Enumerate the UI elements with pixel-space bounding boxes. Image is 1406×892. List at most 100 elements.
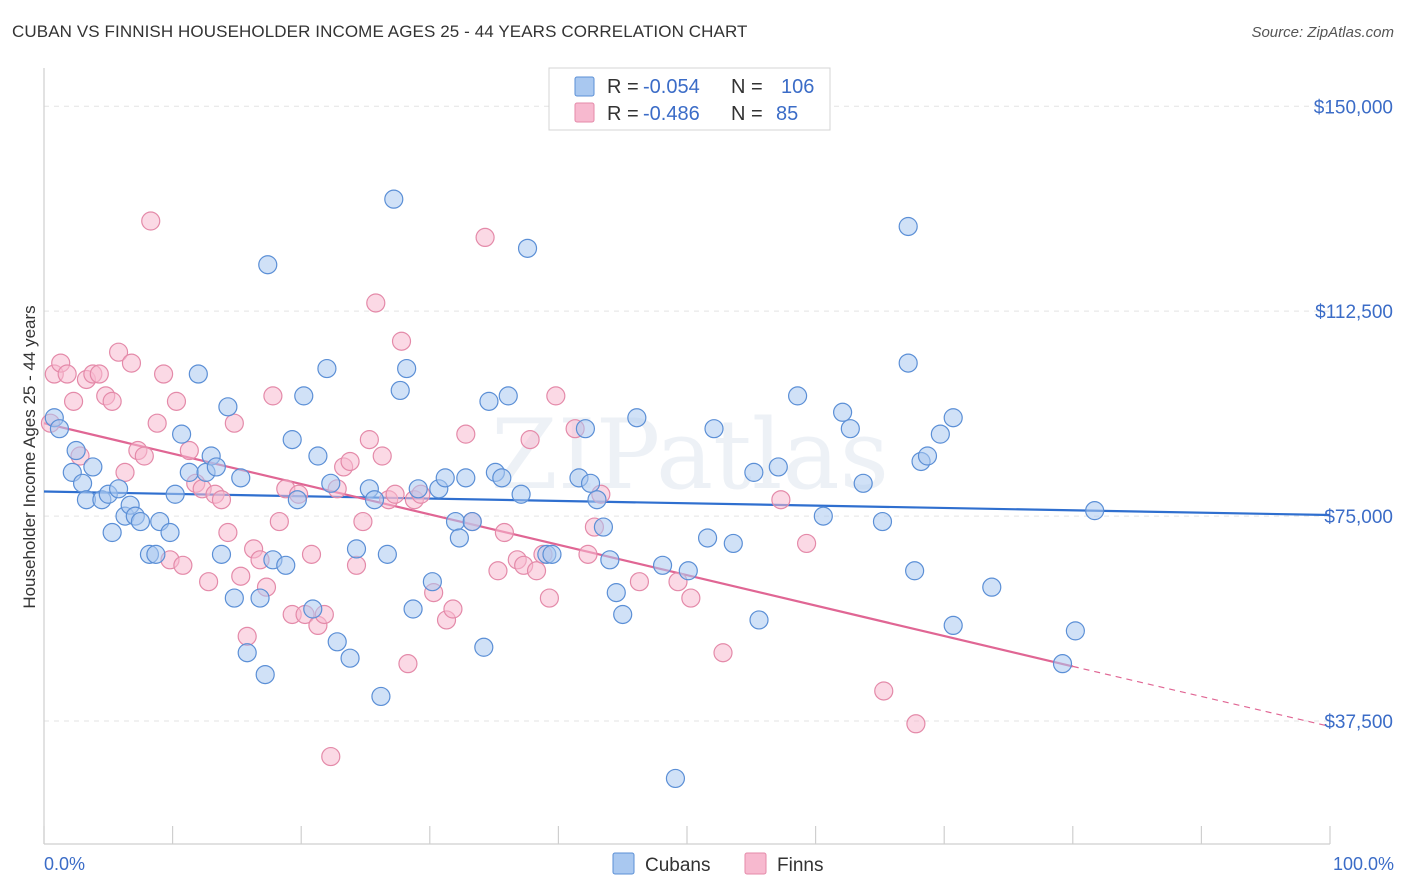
legend-r-label-finns: R = (607, 103, 639, 125)
cubans-point (83, 457, 103, 477)
cubans-point (66, 440, 86, 461)
cubans-point (449, 528, 469, 548)
finns-point (147, 413, 167, 433)
cubans-point (853, 473, 873, 493)
cubans-point (258, 255, 278, 275)
cubans-point (492, 468, 512, 488)
cubans-point (872, 511, 893, 532)
cubans-point (930, 424, 950, 444)
finns-point (526, 561, 547, 581)
finns-point (874, 681, 894, 701)
cubans-point (250, 588, 270, 608)
cubans-point (371, 686, 391, 707)
finns-point (89, 364, 109, 384)
cubans-point (898, 216, 918, 237)
cubans-point (498, 386, 518, 406)
finns-point (681, 588, 701, 608)
cubans-point (613, 604, 633, 625)
cubans-point (308, 446, 328, 466)
finns-point (906, 714, 926, 734)
cubans-point (146, 544, 166, 564)
x-tick-label-min: 0.0% (44, 854, 85, 874)
legend-n-label-cubans: N = (731, 76, 763, 98)
y-tick-label: $75,000 (1324, 507, 1393, 528)
finns-point (321, 746, 341, 767)
cubans-point (898, 353, 918, 373)
finns-point (224, 413, 244, 433)
finns-point (494, 522, 514, 543)
finns-point (346, 555, 367, 575)
bottom-legend-swatch-cubans (612, 852, 635, 875)
finns-point (63, 391, 84, 411)
cubans-point (787, 386, 808, 406)
cubans-point (340, 648, 360, 668)
finns-point (771, 490, 791, 510)
cubans-point (456, 468, 476, 488)
legend-swatch-cubans (574, 76, 595, 97)
y-tick-label: $37,500 (1324, 712, 1393, 733)
y-tick-labels: $37,500 $75,000 $112,500 $150,000 (1314, 97, 1393, 733)
finns-point (366, 293, 386, 313)
legend-r-value-finns: -0.486 (643, 103, 700, 125)
bottom-legend: Cubans Finns (612, 852, 823, 876)
cubans-point (1085, 501, 1105, 521)
finns-point (520, 430, 540, 450)
cubans-point (704, 419, 724, 439)
cubans-point (218, 397, 238, 417)
finns-point (237, 626, 257, 646)
cubans-point (327, 632, 347, 652)
cubans-point (130, 511, 151, 532)
cubans-point (390, 380, 410, 401)
finns-point (398, 654, 418, 674)
finns-point (173, 555, 193, 575)
cubans-point (445, 511, 466, 532)
finns-point (796, 533, 817, 554)
bottom-legend-swatch-finns (744, 852, 767, 875)
cubans-point (435, 468, 455, 488)
cubans-point (321, 473, 341, 493)
cubans-point (397, 358, 417, 379)
legend-n-value-cubans: 106 (781, 76, 814, 98)
cubans-point (665, 768, 686, 789)
finns-point (269, 511, 289, 532)
cubans-point (813, 506, 833, 526)
y-axis-label: Householder Income Ages 25 - 44 years (20, 305, 39, 608)
cubans-point (384, 189, 404, 209)
finns-point (263, 386, 283, 406)
finns-point (372, 446, 392, 466)
finns-point (115, 462, 135, 482)
cubans-point (511, 484, 531, 504)
cubans-point (917, 446, 938, 466)
cubans-point (678, 561, 698, 581)
legend-r-value-cubans: -0.054 (643, 76, 700, 98)
cubans-point (282, 430, 302, 450)
cubans-point (206, 457, 226, 477)
legend-box (548, 67, 831, 131)
finns-point (211, 490, 232, 510)
cubans-point (294, 386, 314, 406)
finns-point (385, 484, 405, 504)
cubans-point (1065, 621, 1085, 641)
cubans-point (982, 577, 1002, 597)
cubans-point (188, 364, 208, 384)
cubans-point (317, 358, 337, 379)
cubans-point (172, 424, 192, 444)
cubans-point (364, 490, 385, 510)
cubans-point (575, 419, 596, 439)
finns-point (231, 566, 251, 586)
finns-point (340, 451, 360, 472)
cubans-point (542, 544, 562, 564)
y-tick-label: $112,500 (1315, 302, 1393, 323)
cubans-point (905, 561, 925, 581)
finns-point (546, 386, 566, 406)
cubans-point (377, 544, 397, 564)
x-tick-marks (43, 826, 1331, 844)
cubans-point (600, 550, 620, 570)
legend-swatch-finns (574, 102, 595, 123)
finns-point (218, 522, 238, 543)
cubans-point (72, 473, 93, 493)
finns-point (108, 342, 129, 362)
cubans-point (160, 522, 180, 543)
finns-point (353, 511, 373, 532)
